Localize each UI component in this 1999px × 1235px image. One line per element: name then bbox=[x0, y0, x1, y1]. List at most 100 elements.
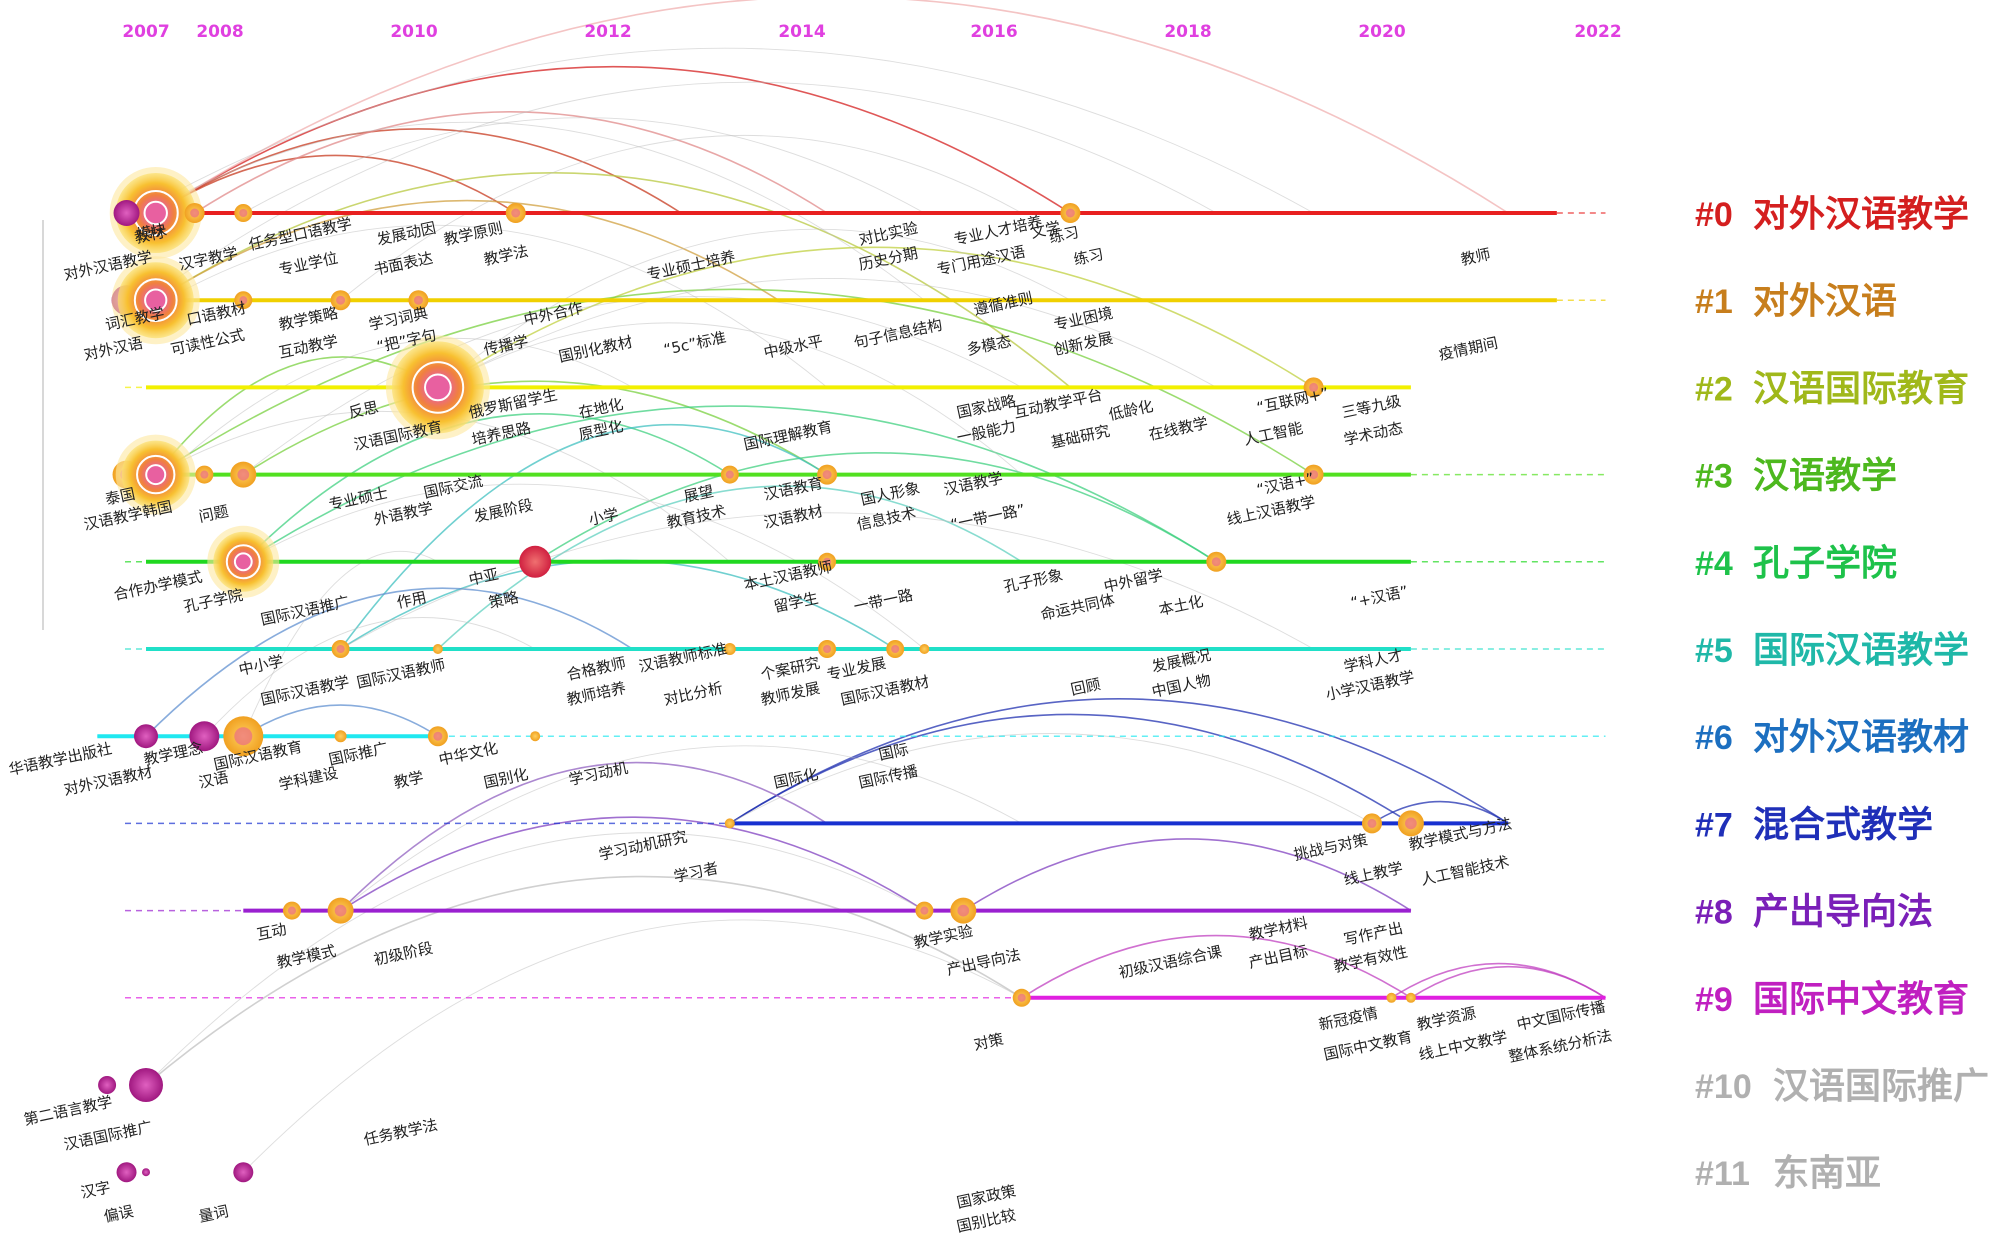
keyword-node[interactable] bbox=[331, 640, 350, 658]
keyword-node[interactable] bbox=[195, 465, 214, 484]
keyword-node[interactable] bbox=[408, 290, 429, 311]
keyword-node[interactable] bbox=[129, 1068, 163, 1102]
keyword-node[interactable] bbox=[1060, 203, 1081, 223]
cluster-legend-item[interactable]: #0 对外汉语教学 bbox=[1695, 193, 1969, 235]
keyword-label: 孔子学院 bbox=[182, 586, 244, 616]
keyword-node[interactable] bbox=[818, 640, 837, 658]
cluster-legend-item[interactable]: #9 国际中文教育 bbox=[1695, 979, 1969, 1020]
keyword-node[interactable] bbox=[724, 818, 735, 829]
keyword-node[interactable] bbox=[432, 644, 443, 654]
background-arc bbox=[729, 733, 1373, 824]
keyword-node[interactable] bbox=[327, 897, 354, 924]
keyword-node[interactable] bbox=[1012, 988, 1031, 1007]
keyword-label: 三等九级 bbox=[1340, 392, 1402, 422]
keyword-node[interactable] bbox=[113, 200, 140, 226]
keyword-label: 教学 bbox=[392, 768, 425, 792]
keyword-node[interactable] bbox=[207, 525, 280, 598]
keyword-label: 中文国际传播 bbox=[1515, 998, 1607, 1034]
citation-arc bbox=[155, 154, 517, 214]
year-tick-2012: 2012 bbox=[584, 22, 631, 42]
keyword-node[interactable] bbox=[919, 644, 930, 654]
keyword-label: 中华文化 bbox=[437, 739, 499, 769]
keyword-node[interactable] bbox=[818, 552, 837, 571]
cluster-legend-item[interactable]: #1 对外汉语 bbox=[1695, 281, 1897, 322]
keyword-node[interactable] bbox=[233, 1162, 254, 1183]
keyword-node[interactable] bbox=[282, 901, 301, 920]
keyword-node[interactable] bbox=[330, 290, 351, 311]
keyword-node[interactable] bbox=[1361, 813, 1382, 834]
cluster-legend-item[interactable]: #8 产出导向法 bbox=[1695, 892, 1933, 933]
keyword-label: 对比分析 bbox=[662, 679, 724, 709]
keyword-label: “5c”标准 bbox=[662, 328, 728, 359]
keyword-node[interactable] bbox=[519, 545, 552, 578]
citation-arc bbox=[145, 875, 1023, 1086]
keyword-label: 国际推广 bbox=[327, 739, 389, 769]
background-arc bbox=[165, 224, 828, 388]
keyword-node[interactable] bbox=[189, 721, 220, 752]
keyword-label: 小学 bbox=[587, 505, 620, 529]
keyword-label: 人工智能 bbox=[1242, 419, 1304, 449]
cluster-label: 国际汉语教学 bbox=[1753, 629, 1969, 671]
keyword-label: 初级阶段 bbox=[372, 939, 434, 969]
cluster-legend-item[interactable]: #2 汉语国际教育 bbox=[1695, 368, 1969, 409]
keyword-node[interactable] bbox=[234, 291, 253, 310]
keyword-node[interactable] bbox=[915, 901, 934, 920]
keyword-node[interactable] bbox=[817, 464, 838, 485]
keyword-label: 国别化教材 bbox=[557, 333, 634, 366]
keyword-node[interactable] bbox=[115, 434, 196, 515]
cluster-legend-item[interactable]: #5 国际汉语教学 bbox=[1695, 629, 1969, 671]
citation-arc bbox=[155, 128, 682, 214]
keyword-node[interactable] bbox=[1303, 464, 1324, 485]
keyword-node[interactable] bbox=[109, 167, 202, 259]
keyword-node[interactable] bbox=[886, 640, 905, 658]
keyword-node[interactable] bbox=[427, 726, 448, 747]
cluster-id: #7 bbox=[1695, 806, 1733, 844]
keyword-node[interactable] bbox=[505, 203, 526, 223]
keyword-node[interactable] bbox=[234, 204, 253, 222]
keyword-node[interactable] bbox=[720, 465, 739, 484]
cluster-legend-item[interactable]: #10 汉语国际推广 bbox=[1695, 1066, 1989, 1107]
keyword-node[interactable] bbox=[723, 643, 736, 655]
keyword-node[interactable] bbox=[1386, 992, 1397, 1003]
citation-arc bbox=[194, 111, 828, 214]
keyword-node[interactable] bbox=[223, 716, 264, 757]
keyword-node[interactable] bbox=[334, 730, 347, 743]
cluster-legend-item[interactable]: #7 混合式教学 bbox=[1695, 803, 1933, 845]
cluster-label: 孔子学院 bbox=[1753, 542, 1897, 584]
keyword-node[interactable] bbox=[142, 1168, 150, 1177]
keyword-node[interactable] bbox=[230, 461, 257, 488]
background-arc bbox=[242, 550, 439, 737]
citation-arc bbox=[145, 587, 633, 737]
keyword-label: 国别化 bbox=[482, 765, 530, 792]
keyword-label: 中国人物 bbox=[1150, 671, 1212, 701]
keyword-node[interactable] bbox=[134, 724, 158, 749]
node-label: 练习 bbox=[1047, 223, 1080, 247]
keyword-node[interactable] bbox=[385, 335, 490, 440]
keyword-node[interactable] bbox=[1206, 551, 1227, 572]
cluster-legend-item[interactable]: #6 对外汉语教材 bbox=[1695, 717, 1969, 758]
cluster-legend-item[interactable]: #11 东南亚 bbox=[1695, 1153, 1881, 1194]
keyword-node[interactable] bbox=[1303, 377, 1324, 398]
keyword-node[interactable] bbox=[530, 731, 541, 742]
keyword-node[interactable] bbox=[116, 1162, 137, 1183]
keyword-label: 学术动态 bbox=[1342, 419, 1404, 449]
cluster-legend-item[interactable]: #3 汉语教学 bbox=[1695, 455, 1897, 497]
citation-arc bbox=[962, 838, 1412, 912]
keyword-label: 文学 bbox=[1029, 218, 1062, 242]
cluster-label: 产出导向法 bbox=[1753, 892, 1933, 933]
keyword-label: 对外汉语教材 bbox=[62, 763, 154, 799]
keyword-node[interactable] bbox=[111, 256, 200, 345]
keyword-node[interactable] bbox=[1405, 992, 1416, 1003]
citation-arc bbox=[729, 698, 1509, 825]
keyword-node[interactable] bbox=[1397, 810, 1424, 837]
cluster-id: #1 bbox=[1695, 283, 1733, 321]
keyword-node[interactable] bbox=[950, 897, 977, 924]
keyword-node[interactable] bbox=[98, 1076, 117, 1094]
keyword-node[interactable] bbox=[184, 203, 205, 223]
cluster-legend-item[interactable]: #4 孔子学院 bbox=[1695, 542, 1897, 584]
background-arc bbox=[243, 117, 925, 214]
citation-arc bbox=[155, 172, 1071, 389]
year-axis: 2007 2008 2010 2012 2014 2016 2018 2020 2022 bbox=[42, 22, 1622, 630]
keyword-label: 汉语教育 bbox=[762, 474, 824, 504]
cluster-label: 国际中文教育 bbox=[1753, 979, 1969, 1020]
